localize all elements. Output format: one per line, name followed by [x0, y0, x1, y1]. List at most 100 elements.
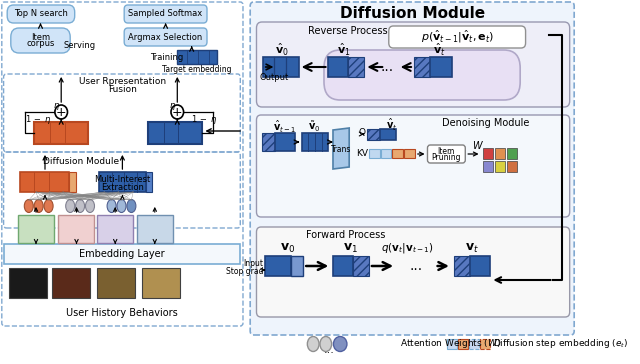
Bar	[177, 50, 217, 64]
Bar	[97, 215, 133, 243]
Text: Stop grad: Stop grad	[226, 266, 264, 276]
Bar	[447, 339, 457, 349]
Bar	[348, 57, 365, 77]
Bar	[353, 256, 369, 276]
Ellipse shape	[307, 336, 319, 352]
Text: $\tilde{\mathbf{v}}_0$: $\tilde{\mathbf{v}}_0$	[308, 120, 320, 134]
Text: Denoising Module: Denoising Module	[442, 118, 530, 128]
Text: η: η	[169, 102, 175, 111]
Bar	[263, 57, 299, 77]
Bar	[18, 215, 54, 243]
Text: ...: ...	[380, 60, 394, 74]
FancyBboxPatch shape	[257, 22, 570, 107]
Ellipse shape	[86, 199, 95, 213]
Text: η: η	[211, 115, 216, 123]
Text: η: η	[44, 115, 49, 123]
FancyBboxPatch shape	[124, 28, 207, 46]
Bar	[430, 57, 452, 77]
Bar	[458, 339, 468, 349]
Text: Training: Training	[150, 52, 183, 62]
Text: $\mathbf{v}_0$: $\mathbf{v}_0$	[280, 241, 296, 254]
Text: η: η	[53, 102, 58, 111]
FancyBboxPatch shape	[257, 115, 570, 217]
Text: Output: Output	[259, 72, 289, 82]
Bar	[9, 268, 47, 298]
Bar	[302, 133, 328, 151]
Bar	[470, 256, 490, 276]
Text: Embedding Layer: Embedding Layer	[79, 249, 164, 259]
Text: Q: Q	[358, 127, 365, 136]
Bar	[507, 161, 516, 172]
Text: Reverse Process: Reverse Process	[308, 26, 387, 36]
Text: Sampled Softmax: Sampled Softmax	[129, 9, 203, 19]
Bar	[52, 268, 90, 298]
Text: 1 −: 1 −	[26, 115, 41, 123]
Text: Target embedding: Target embedding	[163, 66, 232, 75]
Bar	[495, 148, 505, 159]
Ellipse shape	[24, 199, 33, 213]
Text: $p(\hat{\mathbf{v}}_{t-1}|\hat{\mathbf{v}}_{t},\mathbf{e}_{t})$: $p(\hat{\mathbf{v}}_{t-1}|\hat{\mathbf{v…	[420, 29, 494, 45]
Text: $\hat{\mathbf{v}}_1$: $\hat{\mathbf{v}}_1$	[337, 42, 351, 58]
FancyBboxPatch shape	[124, 5, 207, 23]
FancyBboxPatch shape	[324, 50, 520, 100]
Circle shape	[55, 105, 67, 119]
Text: Fusion: Fusion	[108, 86, 137, 95]
Ellipse shape	[127, 199, 136, 213]
Bar	[507, 148, 516, 159]
Ellipse shape	[44, 199, 53, 213]
Bar	[262, 133, 275, 151]
Bar	[333, 256, 353, 276]
Circle shape	[171, 105, 184, 119]
Text: Attention Weights ($W$): Attention Weights ($W$)	[401, 337, 502, 351]
Bar	[495, 161, 505, 172]
Bar	[367, 129, 380, 140]
Bar	[97, 268, 135, 298]
Ellipse shape	[117, 199, 126, 213]
Bar	[369, 149, 380, 158]
Text: KV: KV	[356, 149, 368, 158]
Text: ...: ...	[409, 259, 422, 273]
FancyBboxPatch shape	[388, 26, 525, 48]
Text: +: +	[172, 106, 182, 119]
Text: Diffusion Module: Diffusion Module	[340, 5, 484, 20]
Bar	[483, 161, 493, 172]
Text: Trans: Trans	[331, 145, 351, 154]
FancyBboxPatch shape	[11, 28, 70, 53]
Text: $\hat{\mathbf{v}}_t$: $\hat{\mathbf{v}}_t$	[433, 42, 445, 58]
FancyBboxPatch shape	[428, 145, 465, 163]
Ellipse shape	[34, 199, 43, 213]
Text: Pruning: Pruning	[431, 154, 461, 162]
Text: +: +	[56, 106, 67, 119]
Text: $\hat{\mathbf{v}}_{t-1}$: $\hat{\mathbf{v}}_{t-1}$	[273, 119, 296, 135]
Bar	[454, 256, 470, 276]
Bar	[99, 172, 146, 192]
Text: corpus: corpus	[26, 40, 54, 48]
Bar	[469, 339, 479, 349]
Text: User History Behaviors: User History Behaviors	[66, 308, 177, 318]
Text: Item: Item	[31, 32, 50, 41]
Bar	[58, 215, 95, 243]
FancyBboxPatch shape	[257, 227, 570, 317]
Polygon shape	[333, 128, 349, 169]
Ellipse shape	[333, 336, 347, 352]
Bar	[404, 149, 415, 158]
Text: Multi-Interest: Multi-Interest	[94, 174, 150, 183]
Text: 1 −: 1 −	[193, 115, 207, 123]
Bar	[392, 149, 403, 158]
Text: $\mathbf{v}_t$: $\mathbf{v}_t$	[465, 241, 479, 254]
Bar	[146, 172, 152, 192]
Text: Argmax Selection: Argmax Selection	[129, 32, 203, 41]
Bar	[483, 148, 493, 159]
Ellipse shape	[107, 199, 116, 213]
Bar	[275, 133, 295, 151]
Ellipse shape	[76, 199, 84, 213]
Ellipse shape	[66, 199, 75, 213]
Text: Diffusion step embedding ($e_t$): Diffusion step embedding ($e_t$)	[493, 337, 628, 351]
Bar	[69, 172, 77, 192]
FancyBboxPatch shape	[250, 2, 574, 335]
Text: Top N search: Top N search	[13, 9, 67, 19]
Bar	[381, 149, 392, 158]
Bar	[480, 339, 490, 349]
Text: W: W	[472, 141, 482, 151]
Bar	[380, 129, 396, 140]
